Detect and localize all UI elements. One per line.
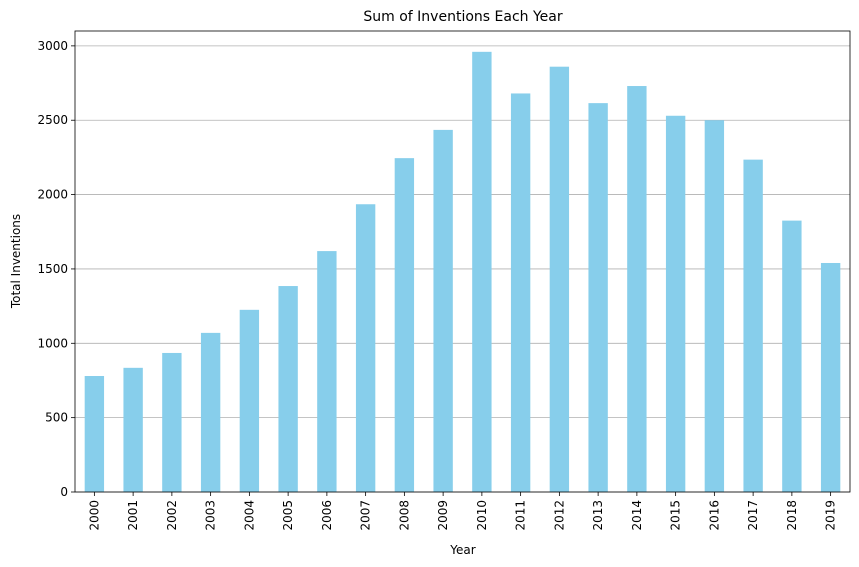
x-tick-label-2004: 2004 bbox=[242, 500, 256, 531]
x-tick-label-2016: 2016 bbox=[707, 500, 721, 531]
bar-2002 bbox=[162, 352, 182, 492]
bar-2019 bbox=[820, 262, 841, 492]
x-tick-label-2008: 2008 bbox=[397, 500, 411, 531]
x-tick-label-2006: 2006 bbox=[320, 500, 334, 531]
y-tick-label-0: 0 bbox=[60, 485, 68, 499]
bar-2018 bbox=[782, 220, 802, 492]
x-tick-label-2015: 2015 bbox=[669, 500, 683, 531]
bar-2013 bbox=[588, 103, 608, 492]
bar-2016 bbox=[704, 120, 725, 493]
y-tick-label-4: 2000 bbox=[37, 188, 68, 202]
x-tick-label-2018: 2018 bbox=[785, 500, 799, 531]
bar-2014 bbox=[627, 86, 647, 492]
bar-2012 bbox=[549, 66, 570, 493]
y-tick-label-1: 500 bbox=[45, 411, 68, 425]
x-tick-label-2017: 2017 bbox=[746, 500, 760, 531]
y-tick-label-2: 1000 bbox=[37, 336, 68, 350]
bar-2011 bbox=[510, 93, 531, 492]
x-tick-label-2003: 2003 bbox=[204, 500, 218, 531]
y-tick-label-6: 3000 bbox=[37, 39, 68, 53]
plot-frame bbox=[74, 30, 851, 493]
x-axis-label: Year bbox=[449, 543, 475, 557]
bar-2010 bbox=[472, 51, 492, 492]
bar-2005 bbox=[278, 286, 298, 492]
x-tick-label-2009: 2009 bbox=[436, 500, 450, 531]
x-tick-label-2011: 2011 bbox=[514, 500, 528, 531]
y-axis-label: Total Inventions bbox=[9, 214, 23, 309]
x-tick-label-2014: 2014 bbox=[630, 500, 644, 531]
x-tick-label-2001: 2001 bbox=[126, 500, 140, 531]
x-tick-label-2010: 2010 bbox=[475, 500, 489, 531]
bar-2000 bbox=[84, 376, 105, 492]
x-tick-label-2012: 2012 bbox=[552, 500, 566, 531]
x-tick-label-2013: 2013 bbox=[591, 500, 605, 531]
x-tick-label-2002: 2002 bbox=[165, 500, 179, 531]
y-tick-label-5: 2500 bbox=[37, 113, 68, 127]
bar-2015 bbox=[665, 115, 686, 492]
x-tick-label-2019: 2019 bbox=[824, 500, 838, 531]
grid-lines bbox=[75, 45, 850, 493]
bar-2009 bbox=[433, 129, 453, 492]
bars bbox=[84, 51, 841, 493]
x-tick-label-2005: 2005 bbox=[281, 500, 295, 531]
bar-2007 bbox=[355, 204, 376, 493]
bar-2008 bbox=[394, 158, 415, 492]
y-tick-label-3: 1500 bbox=[37, 262, 68, 276]
x-tick-label-2000: 2000 bbox=[87, 500, 101, 531]
bar-2001 bbox=[123, 367, 143, 492]
bar-2003 bbox=[200, 332, 221, 492]
chart-title: Sum of Inventions Each Year bbox=[363, 9, 562, 25]
bar-2004 bbox=[239, 309, 260, 492]
x-axis-ticks: 2000 2001 2002 2003 2004 2005 2006 2007 2008 2009… bbox=[87, 492, 838, 531]
x-tick-label-2007: 2007 bbox=[359, 500, 373, 531]
y-axis-ticks: 0 500 1000 1500 2000 2500 3000 bbox=[37, 39, 75, 499]
bar-2017 bbox=[743, 159, 763, 493]
bar-2006 bbox=[317, 251, 337, 492]
